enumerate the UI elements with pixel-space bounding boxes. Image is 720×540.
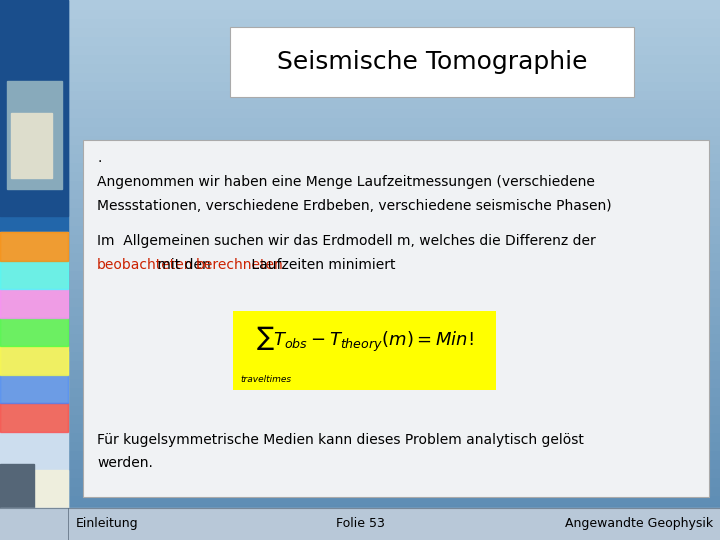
Text: beobachteten: beobachteten — [97, 258, 194, 272]
Bar — [0, 207, 720, 216]
Bar — [0, 135, 720, 144]
Bar — [0, 261, 68, 289]
Bar — [0, 441, 720, 450]
Bar — [0, 477, 720, 486]
Text: Messstationen, verschiedene Erdbeben, verschiedene seismische Phasen): Messstationen, verschiedene Erdbeben, ve… — [97, 199, 612, 213]
Bar — [0, 90, 720, 99]
FancyBboxPatch shape — [233, 312, 496, 390]
Bar — [0, 0, 720, 9]
Bar — [0, 108, 720, 117]
Bar — [0, 153, 720, 162]
Bar — [0, 232, 68, 261]
Bar — [0, 243, 720, 252]
Bar — [0, 232, 68, 432]
Bar — [0, 289, 68, 318]
Bar — [0, 522, 720, 531]
Bar — [0, 18, 720, 27]
Bar — [0, 324, 720, 333]
Bar — [0, 99, 720, 108]
Bar — [0, 414, 720, 423]
Bar — [0, 288, 720, 297]
Bar — [0, 297, 720, 306]
Bar — [0, 531, 720, 540]
Text: berechneten: berechneten — [196, 258, 283, 272]
Bar — [0, 63, 720, 72]
Bar — [0, 403, 68, 432]
Text: Im  Allgemeinen suchen wir das Erdmodell m, welches die Differenz der: Im Allgemeinen suchen wir das Erdmodell … — [97, 234, 596, 248]
Bar — [0, 513, 720, 522]
Text: Angewandte Geophysik: Angewandte Geophysik — [564, 517, 713, 530]
Bar — [0, 360, 720, 369]
Bar — [0, 117, 720, 126]
Text: Laufzeiten minimiert: Laufzeiten minimiert — [247, 258, 395, 272]
Bar — [0, 162, 720, 171]
Bar — [0, 171, 720, 180]
Bar — [0, 27, 720, 36]
Bar — [0, 0, 68, 216]
Bar — [0, 270, 720, 279]
Bar — [0, 225, 720, 234]
Bar — [0, 459, 720, 468]
Bar — [0, 375, 68, 403]
Bar — [0, 504, 720, 513]
Bar — [0, 423, 720, 432]
Bar — [0, 318, 68, 346]
Bar — [0, 252, 720, 261]
Bar — [0, 216, 720, 225]
Bar — [11, 113, 52, 178]
Bar — [0, 0, 68, 351]
Bar — [0, 180, 720, 189]
Bar — [0, 405, 720, 414]
FancyBboxPatch shape — [230, 27, 634, 97]
Bar — [7, 81, 62, 189]
Bar — [0, 387, 720, 396]
Bar — [0, 346, 68, 375]
Bar — [0, 486, 720, 495]
Text: Seismische Tomographie: Seismische Tomographie — [276, 50, 588, 74]
Bar — [0, 333, 720, 342]
Bar — [0, 495, 720, 504]
Bar — [0, 234, 720, 243]
Text: Angenommen wir haben eine Menge Laufzeitmessungen (verschiedene: Angenommen wir haben eine Menge Laufzeit… — [97, 175, 595, 189]
Bar — [0, 396, 720, 405]
Bar — [0, 9, 720, 18]
Bar — [0, 351, 720, 360]
Bar — [0, 369, 720, 378]
Bar — [0, 189, 720, 198]
Bar — [0, 144, 720, 153]
Bar — [0, 45, 720, 54]
Bar — [0, 198, 720, 207]
Bar — [0, 342, 720, 351]
Bar — [0, 306, 720, 315]
Bar — [0, 54, 720, 63]
Bar — [0, 261, 720, 270]
Text: traveltimes: traveltimes — [240, 375, 292, 384]
Bar — [0, 470, 68, 508]
Bar — [0, 464, 35, 508]
Bar — [0, 432, 720, 441]
Text: mit den: mit den — [153, 258, 215, 272]
Text: $\sum T_{obs} - T_{theory}(m) = Min!$: $\sum T_{obs} - T_{theory}(m) = Min!$ — [256, 325, 474, 354]
Bar — [0, 126, 720, 135]
Bar — [0, 36, 720, 45]
Bar — [0, 81, 720, 90]
Bar — [0, 432, 68, 508]
Bar — [0, 468, 720, 477]
Bar — [0, 378, 720, 387]
Text: Folie 53: Folie 53 — [336, 517, 384, 530]
Text: .: . — [97, 151, 102, 165]
Text: Für kugelsymmetrische Medien kann dieses Problem analytisch gelöst: Für kugelsymmetrische Medien kann dieses… — [97, 433, 584, 447]
FancyBboxPatch shape — [83, 140, 709, 497]
Bar — [0, 72, 720, 81]
Bar — [0, 508, 720, 540]
Bar — [0, 279, 720, 288]
Text: Einleitung: Einleitung — [76, 517, 138, 530]
Text: werden.: werden. — [97, 456, 153, 470]
Bar — [0, 315, 720, 324]
Bar — [0, 450, 720, 459]
